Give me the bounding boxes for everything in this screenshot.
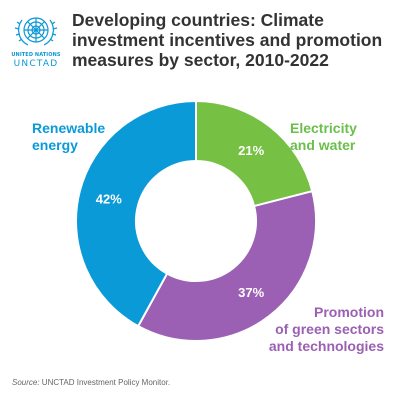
category-label-renewable-energy: Renewable energy — [32, 120, 152, 154]
percentage-labels: 21% 37% 42% — [96, 143, 265, 300]
donut-slice-2 — [136, 189, 317, 342]
source-prefix: Source: — [12, 378, 40, 387]
category-label-line: Renewable — [32, 120, 106, 136]
logo-unctad-text: UNCTAD — [13, 59, 59, 69]
donut-slice-1 — [195, 99, 314, 208]
donut-slice-3 — [75, 99, 197, 328]
donut-slices — [75, 99, 317, 342]
source-note: Source: UNCTAD Investment Policy Monitor… — [12, 378, 170, 387]
slice-percentage-label: 21% — [238, 143, 264, 158]
category-label-line: energy — [32, 137, 78, 153]
unctad-logo: UNITED NATIONS UNCTAD — [10, 10, 62, 72]
slice-percentage-label: 42% — [96, 192, 122, 207]
category-label-electricity-and-water: Electricity and water — [290, 120, 390, 154]
category-label-line: and technologies — [268, 338, 384, 354]
category-label-line: of green sectors — [275, 321, 384, 337]
category-label-line: Promotion — [314, 304, 384, 320]
category-label-line: Electricity — [290, 120, 357, 136]
category-label-promotion-green-sectors: Promotion of green sectors and technolog… — [240, 304, 384, 355]
logo-united-nations-text: UNITED NATIONS — [11, 52, 61, 58]
un-emblem-icon — [14, 17, 58, 46]
chart-title: Developing countries: Climate investment… — [72, 10, 383, 70]
source-text: UNCTAD Investment Policy Monitor. — [39, 378, 171, 387]
category-label-line: and water — [290, 137, 356, 153]
slice-percentage-label: 37% — [238, 285, 264, 300]
